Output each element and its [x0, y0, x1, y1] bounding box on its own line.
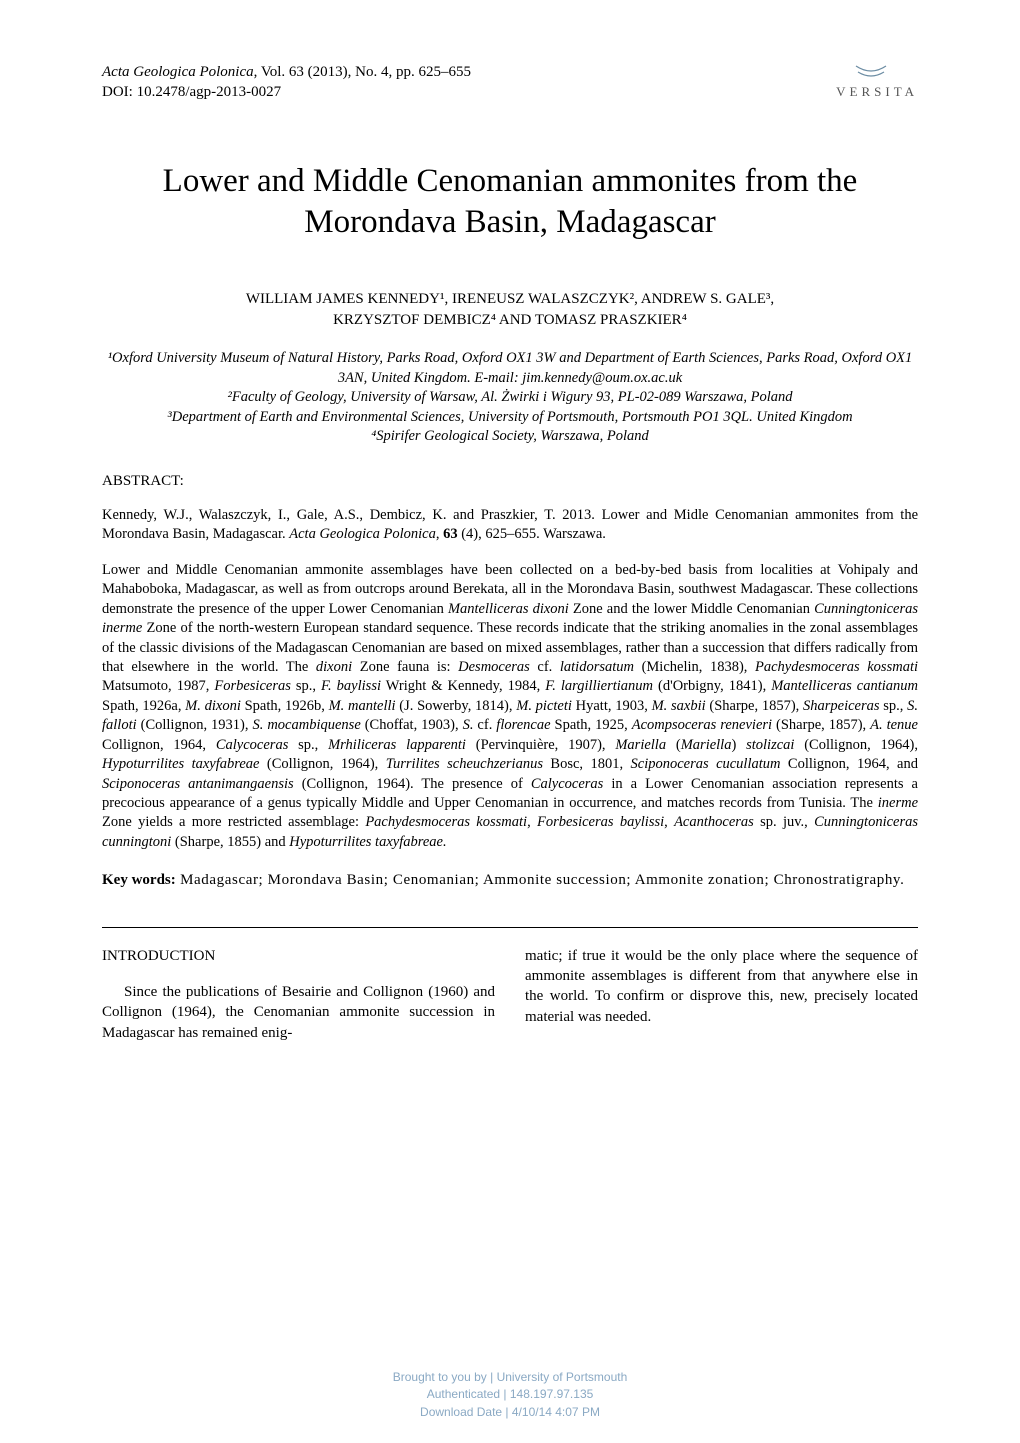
footer-line-3: Download Date | 4/10/14 4:07 PM — [0, 1404, 1020, 1421]
journal-line: Acta Geologica Polonica, Vol. 63 (2013),… — [102, 62, 471, 82]
affiliation-1: ¹Oxford University Museum of Natural His… — [102, 349, 918, 388]
body-columns: INTRODUCTION Since the publications of B… — [102, 946, 918, 1042]
volume-info: , Vol. 63 (2013), No. 4, pp. 625–655 — [254, 64, 471, 80]
section-divider — [102, 927, 918, 928]
publisher-name: VERSITA — [836, 84, 918, 100]
column-right: matic; if true it would be the only plac… — [525, 946, 918, 1042]
header-row: Acta Geologica Polonica, Vol. 63 (2013),… — [102, 62, 918, 103]
intro-paragraph-left: Since the publications of Besairie and C… — [102, 982, 495, 1042]
article-title: Lower and Middle Cenomanian ammonites fr… — [102, 161, 918, 244]
citation-vol: 63 — [443, 526, 458, 542]
authors-block: WILLIAM JAMES KENNEDY¹, IRENEUSZ WALASZC… — [102, 289, 918, 331]
keywords-label: Key words: — [102, 872, 176, 888]
affiliation-2: ²Faculty of Geology, University of Warsa… — [102, 388, 918, 408]
keywords-block: Key words: Madagascar; Morondava Basin; … — [102, 870, 918, 891]
intro-paragraph-right: matic; if true it would be the only plac… — [525, 946, 918, 1026]
affiliation-4: ⁴Spirifer Geological Society, Warszawa, … — [102, 427, 918, 447]
authors-line-2: KRZYSZTOF DEMBICZ⁴ AND TOMASZ PRASZKIER⁴ — [102, 310, 918, 331]
affiliation-3: ³Department of Earth and Environmental S… — [102, 408, 918, 428]
citation-paragraph: Kennedy, W.J., Walaszczyk, I., Gale, A.S… — [102, 506, 918, 545]
publisher-logo: VERSITA — [836, 62, 918, 100]
versita-mark-icon — [836, 62, 906, 82]
column-left: INTRODUCTION Since the publications of B… — [102, 946, 495, 1042]
doi: DOI: 10.2478/agp-2013-0027 — [102, 82, 471, 102]
intro-heading: INTRODUCTION — [102, 946, 495, 966]
download-footer: Brought to you by | University of Portsm… — [0, 1369, 1020, 1421]
keywords-body: Madagascar; Morondava Basin; Cenomanian;… — [176, 872, 905, 888]
citation-mid: , — [436, 526, 443, 542]
citation-journal: Acta Geologica Polonica — [289, 526, 436, 542]
footer-line-2: Authenticated | 148.197.97.135 — [0, 1386, 1020, 1403]
journal-name: Acta Geologica Polonica — [102, 64, 254, 80]
abstract-label: ABSTRACT: — [102, 473, 918, 490]
citation-post: (4), 625–655. Warszawa. — [458, 526, 606, 542]
footer-line-1: Brought to you by | University of Portsm… — [0, 1369, 1020, 1386]
affiliations-block: ¹Oxford University Museum of Natural His… — [102, 349, 918, 447]
journal-info: Acta Geologica Polonica, Vol. 63 (2013),… — [102, 62, 471, 103]
abstract-body: Lower and Middle Cenomanian ammonite ass… — [102, 561, 918, 852]
authors-line-1: WILLIAM JAMES KENNEDY¹, IRENEUSZ WALASZC… — [102, 289, 918, 310]
